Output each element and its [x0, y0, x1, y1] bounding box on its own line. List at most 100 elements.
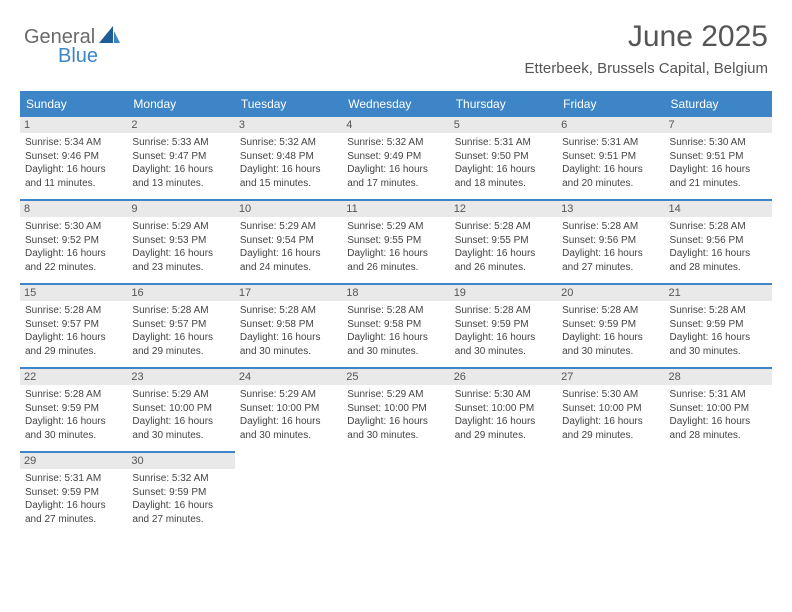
day-detail: Sunrise: 5:28 AMSunset: 9:56 PMDaylight:…: [562, 220, 659, 274]
calendar-cell: [235, 452, 342, 536]
sunset-line: Sunset: 9:58 PM: [240, 318, 337, 332]
calendar-row: 29Sunrise: 5:31 AMSunset: 9:59 PMDayligh…: [20, 452, 772, 536]
calendar-cell: 24Sunrise: 5:29 AMSunset: 10:00 PMDaylig…: [235, 368, 342, 452]
day-detail: Sunrise: 5:28 AMSunset: 9:55 PMDaylight:…: [455, 220, 552, 274]
sunrise-line: Sunrise: 5:29 AM: [347, 388, 444, 402]
day-detail: Sunrise: 5:29 AMSunset: 9:55 PMDaylight:…: [347, 220, 444, 274]
calendar-cell: 21 Sunrise: 5:28 AMSunset: 9:59 PMDayligh…: [665, 284, 772, 368]
daylight-line: Daylight: 16 hours and 29 minutes.: [25, 331, 122, 358]
sunset-line: Sunset: 9:51 PM: [670, 150, 767, 164]
header: General Blue June 2025 Etterbeek, Brusse…: [0, 0, 792, 83]
sunrise-line: Sunrise: 5:31 AM: [562, 136, 659, 150]
calendar-cell: 29Sunrise: 5:31 AMSunset: 9:59 PMDayligh…: [20, 452, 127, 536]
sunrise-line: Sunrise: 5:30 AM: [455, 388, 552, 402]
calendar-cell: 7Sunrise: 5:30 AMSunset: 9:51 PMDaylight…: [665, 116, 772, 200]
daylight-line: Daylight: 16 hours and 30 minutes.: [455, 331, 552, 358]
calendar-cell: 13Sunrise: 5:28 AMSunset: 9:56 PMDayligh…: [557, 200, 664, 284]
month-title: June 2025: [525, 20, 768, 54]
calendar-cell: 5Sunrise: 5:31 AMSunset: 9:50 PMDaylight…: [450, 116, 557, 200]
sunset-line: Sunset: 9:56 PM: [562, 234, 659, 248]
day-detail: Sunrise: 5:28 AMSunset: 9:58 PMDaylight:…: [347, 304, 444, 358]
day-detail: Sunrise: 5:29 AMSunset: 9:54 PMDaylight:…: [240, 220, 337, 274]
calendar-cell: 23Sunrise: 5:29 AMSunset: 10:00 PMDaylig…: [127, 368, 234, 452]
calendar-cell: 25Sunrise: 5:29 AMSunset: 10:00 PMDaylig…: [342, 368, 449, 452]
sunset-line: Sunset: 9:55 PM: [455, 234, 552, 248]
sunrise-line: Sunrise: 5:32 AM: [240, 136, 337, 150]
sunset-line: Sunset: 9:59 PM: [25, 486, 122, 500]
day-number: 30: [127, 453, 234, 469]
daylight-line: Daylight: 16 hours and 29 minutes.: [132, 331, 229, 358]
weekday-header: Wednesday: [342, 92, 449, 116]
day-number: 1: [20, 117, 127, 133]
logo-sail-icon: [99, 26, 121, 49]
sunset-line: Sunset: 9:54 PM: [240, 234, 337, 248]
day-detail: Sunrise: 5:29 AMSunset: 10:00 PMDaylight…: [240, 388, 337, 442]
day-number: 14: [665, 201, 772, 217]
calendar-cell: 26Sunrise: 5:30 AMSunset: 10:00 PMDaylig…: [450, 368, 557, 452]
day-number: 29: [20, 453, 127, 469]
daylight-line: Daylight: 16 hours and 30 minutes.: [240, 331, 337, 358]
calendar-cell: 3Sunrise: 5:32 AMSunset: 9:48 PMDaylight…: [235, 116, 342, 200]
calendar-cell: 22Sunrise: 5:28 AMSunset: 9:59 PMDayligh…: [20, 368, 127, 452]
weekday-header: Friday: [557, 92, 664, 116]
day-detail: Sunrise: 5:32 AMSunset: 9:49 PMDaylight:…: [347, 136, 444, 190]
day-number: 23: [127, 369, 234, 385]
sunset-line: Sunset: 9:51 PM: [562, 150, 659, 164]
weekday-header: Sunday: [20, 92, 127, 116]
calendar-cell: 15Sunrise: 5:28 AMSunset: 9:57 PMDayligh…: [20, 284, 127, 368]
daylight-line: Daylight: 16 hours and 30 minutes.: [25, 415, 122, 442]
sunrise-line: Sunrise: 5:28 AM: [132, 304, 229, 318]
day-number: 18: [342, 285, 449, 301]
daylight-line: Daylight: 16 hours and 30 minutes.: [562, 331, 659, 358]
daylight-line: Daylight: 16 hours and 11 minutes.: [25, 163, 122, 190]
day-detail: Sunrise: 5:28 AMSunset: 9:56 PMDaylight:…: [670, 220, 767, 274]
day-number: 27: [557, 369, 664, 385]
calendar-cell: 19Sunrise: 5:28 AMSunset: 9:59 PMDayligh…: [450, 284, 557, 368]
calendar-cell: 14 Sunrise: 5:28 AMSunset: 9:56 PMDayligh…: [665, 200, 772, 284]
weekday-header: Tuesday: [235, 92, 342, 116]
day-number: 9: [127, 201, 234, 217]
day-detail: Sunrise: 5:28 AMSunset: 9:59 PMDaylight:…: [670, 304, 767, 358]
daylight-line: Daylight: 16 hours and 30 minutes.: [347, 331, 444, 358]
day-detail: Sunrise: 5:28 AMSunset: 9:58 PMDaylight:…: [240, 304, 337, 358]
daylight-line: Daylight: 16 hours and 30 minutes.: [670, 331, 767, 358]
day-number: 3: [235, 117, 342, 133]
sunrise-line: Sunrise: 5:32 AM: [347, 136, 444, 150]
sunrise-line: Sunrise: 5:28 AM: [25, 388, 122, 402]
sunset-line: Sunset: 9:56 PM: [670, 234, 767, 248]
calendar-table: Sunday Monday Tuesday Wednesday Thursday…: [20, 91, 772, 536]
sunset-line: Sunset: 10:00 PM: [562, 402, 659, 416]
day-detail: Sunrise: 5:28 AMSunset: 9:59 PMDaylight:…: [562, 304, 659, 358]
daylight-line: Daylight: 16 hours and 28 minutes.: [670, 247, 767, 274]
day-detail: Sunrise: 5:30 AMSunset: 9:52 PMDaylight:…: [25, 220, 122, 274]
calendar-cell: 12Sunrise: 5:28 AMSunset: 9:55 PMDayligh…: [450, 200, 557, 284]
sunrise-line: Sunrise: 5:30 AM: [25, 220, 122, 234]
calendar-cell: 10 Sunrise: 5:29 AMSunset: 9:54 PMDayligh…: [235, 200, 342, 284]
sunset-line: Sunset: 9:59 PM: [562, 318, 659, 332]
sunrise-line: Sunrise: 5:29 AM: [240, 220, 337, 234]
calendar-cell: 27Sunrise: 5:30 AMSunset: 10:00 PMDaylig…: [557, 368, 664, 452]
calendar-cell: [450, 452, 557, 536]
sunset-line: Sunset: 9:59 PM: [25, 402, 122, 416]
daylight-line: Daylight: 16 hours and 22 minutes.: [25, 247, 122, 274]
calendar-cell: 30Sunrise: 5:32 AMSunset: 9:59 PMDayligh…: [127, 452, 234, 536]
daylight-line: Daylight: 16 hours and 27 minutes.: [132, 499, 229, 526]
sunrise-line: Sunrise: 5:34 AM: [25, 136, 122, 150]
calendar-row: 22Sunrise: 5:28 AMSunset: 9:59 PMDayligh…: [20, 368, 772, 452]
day-number: 15: [20, 285, 127, 301]
day-number: 11: [342, 201, 449, 217]
day-detail: Sunrise: 5:31 AMSunset: 9:50 PMDaylight:…: [455, 136, 552, 190]
day-number: 28: [665, 369, 772, 385]
day-detail: Sunrise: 5:28 AMSunset: 9:59 PMDaylight:…: [455, 304, 552, 358]
sunrise-line: Sunrise: 5:29 AM: [132, 220, 229, 234]
day-number: 6: [557, 117, 664, 133]
day-number: 17: [235, 285, 342, 301]
day-number: 21: [665, 285, 772, 301]
sunset-line: Sunset: 9:52 PM: [25, 234, 122, 248]
day-number: 10: [235, 201, 342, 217]
calendar-cell: 9Sunrise: 5:29 AMSunset: 9:53 PMDaylight…: [127, 200, 234, 284]
sunrise-line: Sunrise: 5:32 AM: [132, 472, 229, 486]
logo-text-blue: Blue: [58, 45, 98, 68]
sunrise-line: Sunrise: 5:30 AM: [562, 388, 659, 402]
daylight-line: Daylight: 16 hours and 18 minutes.: [455, 163, 552, 190]
